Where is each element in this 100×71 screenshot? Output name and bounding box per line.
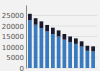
grid-line — [26, 15, 97, 16]
bar-segment — [40, 28, 44, 68]
y-axis: 0 5000 10000 15000 20000 25000 — [2, 6, 27, 71]
bar-segment — [91, 46, 95, 51]
plot: 0 5000 10000 15000 20000 25000 — [2, 6, 97, 71]
bar-segment — [40, 21, 44, 28]
y-tick: 0 — [20, 65, 26, 71]
bar-segment — [86, 51, 90, 68]
bar-segment — [57, 30, 61, 36]
y-tick-label: 25000 — [2, 12, 24, 20]
bar-segment — [74, 38, 78, 43]
bar-segment — [57, 37, 61, 69]
grid — [26, 16, 97, 69]
chart: 0 5000 10000 15000 20000 25000 — [0, 0, 100, 71]
bar-segment — [63, 34, 67, 40]
bar-segment — [51, 28, 55, 34]
y-tick: 20000 — [2, 23, 26, 31]
y-axis-line — [26, 6, 27, 69]
y-tick-label: 5000 — [6, 54, 24, 62]
y-tick: 25000 — [2, 12, 26, 20]
bar-segment — [80, 41, 84, 46]
bar-segment — [45, 25, 49, 32]
bars — [28, 14, 95, 68]
bar-segment — [91, 51, 95, 68]
y-tick-label: 20000 — [2, 23, 24, 31]
bar-segment — [68, 42, 72, 68]
bar-segment — [68, 37, 72, 42]
bar-segment — [51, 34, 55, 68]
series — [28, 20, 95, 68]
bar-segment — [28, 14, 32, 20]
bar-segment — [74, 44, 78, 68]
y-tick-label: 0 — [20, 65, 24, 71]
bar-segment — [28, 20, 32, 68]
bar-segment — [86, 46, 90, 51]
y-tick-label: 10000 — [2, 44, 24, 52]
y-tick-label: 15000 — [2, 33, 24, 41]
bar-segment — [34, 25, 38, 68]
series — [28, 14, 95, 52]
bar-segment — [34, 18, 38, 25]
y-tick: 15000 — [2, 33, 26, 41]
y-tick: 5000 — [6, 54, 26, 62]
bar-segment — [63, 40, 67, 68]
bar-segment — [45, 31, 49, 68]
y-tick: 10000 — [2, 44, 26, 52]
bar-segment — [80, 47, 84, 68]
